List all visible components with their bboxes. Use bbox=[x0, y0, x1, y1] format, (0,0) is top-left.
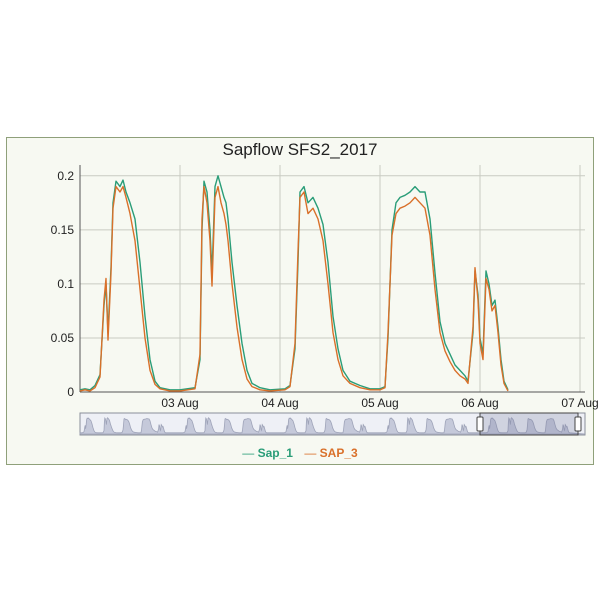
legend-label-sap-1: Sap_1 bbox=[257, 446, 293, 460]
x-tick-label: 07 Aug bbox=[561, 396, 598, 410]
legend-item-sap-1[interactable]: — Sap_1 bbox=[242, 446, 296, 460]
legend-label-sap-3: SAP_3 bbox=[319, 446, 358, 460]
y-tick-label: 0.2 bbox=[57, 169, 74, 183]
series-line-sap-3 bbox=[79, 185, 509, 392]
legend-item-sap-3[interactable]: — SAP_3 bbox=[304, 446, 357, 460]
y-tick-label: 0.1 bbox=[57, 277, 74, 291]
legend-swatch-sap-3: — bbox=[304, 446, 317, 460]
range-selector-window bbox=[479, 412, 579, 436]
legend-swatch-sap-1: — bbox=[242, 446, 255, 460]
y-tick-label: 0.05 bbox=[51, 331, 75, 345]
grid-lines bbox=[80, 165, 585, 393]
y-tick-label: 0 bbox=[67, 385, 74, 399]
x-tick-label: 05 Aug bbox=[361, 396, 398, 410]
range-handle-right bbox=[574, 416, 582, 432]
range-selector[interactable] bbox=[79, 412, 586, 436]
chart-title: Sapflow SFS2_2017 bbox=[222, 140, 378, 159]
series-lines bbox=[79, 175, 509, 392]
x-tick-label: 04 Aug bbox=[261, 396, 298, 410]
axes: 0 0.05 0.1 0.15 0.2 03 Aug 04 Aug 05 Aug 06 Aug 0… bbox=[51, 165, 599, 410]
range-selector-overview bbox=[79, 417, 586, 435]
x-tick-label: 06 Aug bbox=[461, 396, 498, 410]
y-tick-label: 0.15 bbox=[51, 223, 75, 237]
x-tick-label: 03 Aug bbox=[161, 396, 198, 410]
legend: — Sap_1 — SAP_3 bbox=[0, 446, 600, 460]
range-handle-left bbox=[476, 416, 484, 432]
